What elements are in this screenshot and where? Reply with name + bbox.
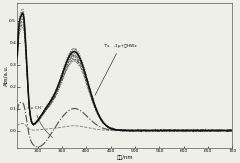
X-axis label: 波长/nm: 波长/nm: [117, 155, 133, 160]
Y-axis label: Abs/a.u.: Abs/a.u.: [3, 65, 8, 86]
Text: ±x CH⁻: ±x CH⁻: [27, 106, 53, 138]
Text: T’s.  -1μ+二HWz: T’s. -1μ+二HWz: [95, 44, 137, 95]
